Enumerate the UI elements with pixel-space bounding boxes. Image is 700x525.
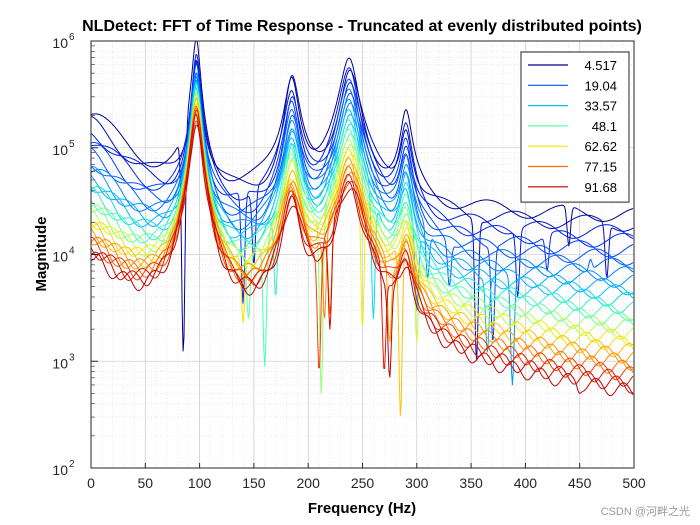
series-line	[91, 87, 634, 353]
x-axis-label: Frequency (Hz)	[308, 500, 416, 517]
chart-title: NLDetect: FFT of Time Response - Truncat…	[82, 18, 642, 35]
y-tick-label: 10	[52, 249, 68, 265]
x-tick-label: 350	[459, 475, 483, 491]
x-tick-label: 0	[87, 475, 95, 491]
legend[interactable]: 4.517 19.04 33.57 48.1 62.62 77.15 91.68	[520, 51, 630, 203]
series-line	[91, 114, 634, 394]
legend-label: 91.68	[584, 180, 617, 195]
y-tick-label: 10	[52, 35, 68, 51]
y-tick-label: 10	[52, 142, 68, 158]
series-line	[91, 124, 634, 397]
legend-label: 33.57	[584, 99, 617, 114]
series-line	[91, 59, 634, 361]
y-tick-label: 10	[52, 355, 68, 371]
x-axis-ticks: 0 50 100 150 200 250 300 350 400 450 500	[87, 463, 646, 491]
legend-label: 48.1	[592, 119, 617, 134]
series-lines	[91, 41, 634, 417]
series-line	[91, 61, 634, 304]
legend-label: 19.04	[584, 78, 617, 93]
series-line	[91, 112, 634, 364]
y-tick-exponent: 6	[69, 32, 75, 43]
series-line	[91, 92, 634, 326]
x-tick-label: 150	[242, 475, 266, 491]
x-tick-label: 300	[405, 475, 429, 491]
y-tick-exponent: 2	[69, 459, 75, 470]
y-tick-label: 10	[52, 462, 68, 478]
series-line	[91, 73, 634, 340]
x-tick-label: 500	[622, 475, 646, 491]
watermark: CSDN @河畔之光	[601, 504, 690, 518]
x-tick-label: 450	[568, 475, 592, 491]
x-tick-label: 100	[188, 475, 212, 491]
legend-label: 62.62	[584, 139, 617, 154]
y-axis-label: Magnitude	[33, 217, 50, 292]
x-tick-label: 50	[138, 475, 154, 491]
series-line	[91, 54, 634, 297]
x-tick-label: 400	[514, 475, 538, 491]
x-tick-label: 200	[297, 475, 321, 491]
legend-label: 77.15	[584, 160, 617, 175]
y-tick-exponent: 3	[69, 352, 75, 363]
series-line	[91, 41, 634, 352]
legend-label: 4.517	[584, 58, 617, 73]
series-line	[91, 63, 634, 286]
y-tick-exponent: 5	[69, 139, 75, 150]
series-line	[91, 103, 634, 347]
legend-box	[520, 51, 630, 203]
x-tick-label: 250	[351, 475, 375, 491]
series-line	[91, 120, 634, 381]
series-line	[91, 76, 634, 273]
y-tick-exponent: 4	[69, 246, 75, 257]
